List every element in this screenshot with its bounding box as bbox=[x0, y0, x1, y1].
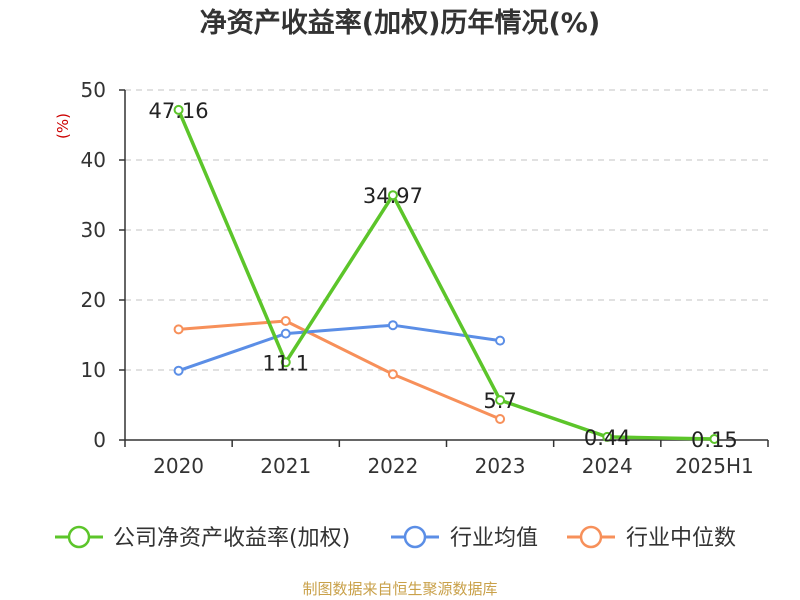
x-tick-label: 2021 bbox=[260, 454, 311, 478]
data-point bbox=[173, 365, 184, 376]
y-tick-label: 40 bbox=[81, 148, 106, 172]
y-tick-label: 10 bbox=[81, 358, 106, 382]
data-point bbox=[709, 433, 720, 444]
data-point bbox=[173, 324, 184, 335]
y-tick-label: 30 bbox=[81, 218, 106, 242]
x-tick-label: 2020 bbox=[153, 454, 204, 478]
data-label: 11.1 bbox=[262, 351, 309, 375]
data-labels: 47.16 11.1 34.97 5.7 0.44 0.15 bbox=[149, 99, 738, 452]
x-tick-label: 2024 bbox=[582, 454, 633, 478]
data-point bbox=[387, 369, 398, 380]
series-2 bbox=[173, 316, 506, 424]
data-point bbox=[280, 357, 291, 368]
data-point bbox=[280, 328, 291, 339]
x-tick-label: 2023 bbox=[475, 454, 526, 478]
series-line bbox=[178, 323, 501, 373]
source-note: 制图数据来自恒生聚源数据库 bbox=[302, 580, 497, 598]
legend-item: 公司净资产收益率(加权) bbox=[55, 525, 350, 551]
legend-marker bbox=[579, 525, 603, 549]
series-line bbox=[178, 319, 501, 421]
y-tick-label: 0 bbox=[93, 428, 106, 452]
data-point bbox=[495, 395, 506, 406]
x-tick-label: 2025H1 bbox=[675, 454, 754, 478]
data-point bbox=[173, 104, 184, 115]
chart-title: 净资产收益率(加权)历年情况(%) bbox=[200, 7, 600, 39]
data-point bbox=[280, 316, 291, 326]
legend-marker bbox=[67, 525, 91, 549]
series-line bbox=[176, 109, 715, 441]
data-label: 34.97 bbox=[363, 184, 423, 208]
y-axis-unit-label: (%) bbox=[54, 113, 72, 139]
data-label: 5.7 bbox=[483, 389, 516, 413]
legend-label: 行业均值 bbox=[450, 526, 538, 551]
legend-marker bbox=[403, 525, 427, 549]
legend-label: 公司净资产收益率(加权) bbox=[113, 526, 350, 551]
series-1 bbox=[173, 320, 506, 376]
series-0 bbox=[173, 104, 720, 444]
data-point bbox=[495, 414, 506, 424]
data-label: 0.15 bbox=[691, 428, 738, 452]
data-point bbox=[495, 335, 506, 346]
data-label: 0.44 bbox=[584, 426, 631, 450]
axes: 0 10 20 30 40 50 2020 2021 2022 2023 2024 2025H1 bbox=[81, 78, 769, 478]
legend-item: 行业中位数 bbox=[567, 525, 736, 551]
series-lines bbox=[173, 104, 720, 444]
data-point bbox=[602, 431, 613, 442]
y-tick-label: 20 bbox=[81, 288, 106, 312]
grid-lines bbox=[125, 89, 768, 371]
data-point bbox=[387, 190, 398, 201]
data-label: 47.16 bbox=[149, 99, 209, 123]
legend-label: 行业中位数 bbox=[626, 526, 736, 551]
x-tick-label: 2022 bbox=[367, 454, 418, 478]
legend: 公司净资产收益率(加权) 行业均值 行业中位数 bbox=[55, 525, 736, 551]
y-tick-label: 50 bbox=[81, 78, 106, 102]
data-point bbox=[387, 320, 398, 331]
legend-item: 行业均值 bbox=[391, 525, 538, 551]
